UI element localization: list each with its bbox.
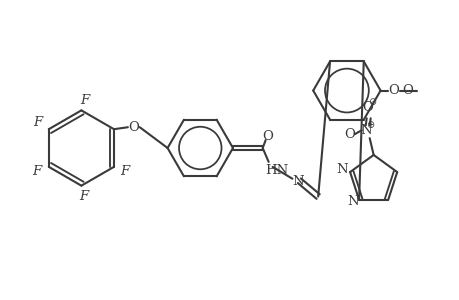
Text: O: O [262,130,273,142]
Text: HN: HN [264,164,287,177]
Text: N: N [292,175,303,188]
Text: O: O [128,121,139,134]
Text: F: F [32,165,41,178]
Text: O: O [387,84,398,97]
Text: F: F [78,190,88,203]
Text: N: N [336,163,347,176]
Text: N: N [347,195,358,208]
Text: F: F [79,94,89,107]
Text: O: O [362,101,372,114]
Text: ⊙: ⊙ [368,98,376,107]
Text: ⊕: ⊕ [366,120,374,130]
Text: F: F [120,165,129,178]
Text: F: F [33,116,42,129]
Text: O: O [344,128,354,141]
Text: O: O [401,84,412,97]
Text: N: N [359,124,371,137]
